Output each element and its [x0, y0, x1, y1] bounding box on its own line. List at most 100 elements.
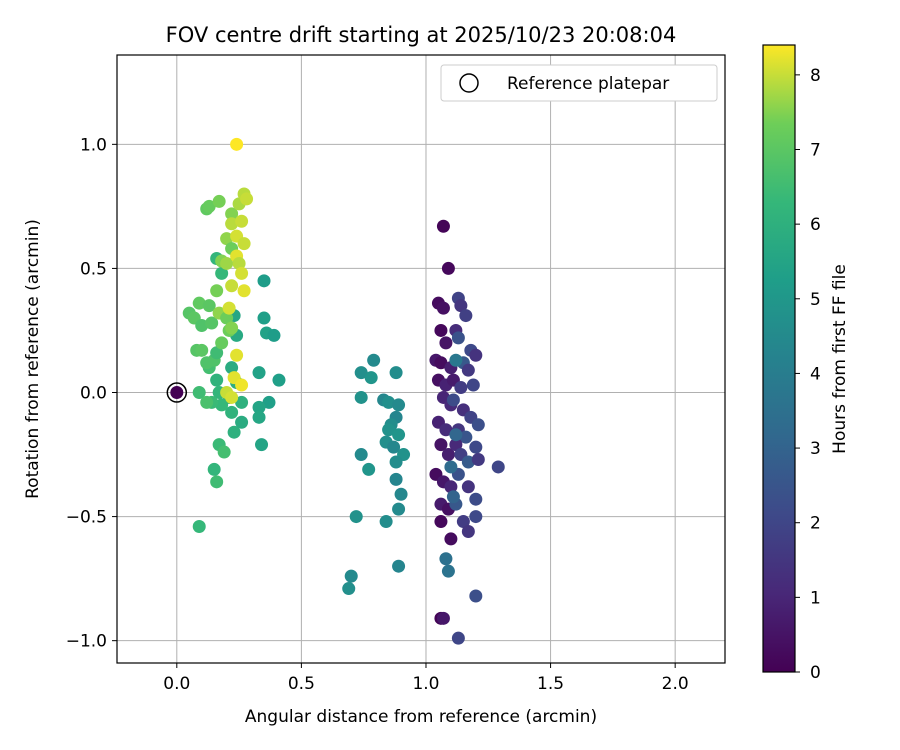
data-point: [382, 423, 396, 437]
data-point: [235, 415, 249, 429]
data-point: [441, 261, 455, 275]
colorbar-tick-label: 8: [810, 66, 821, 86]
y-axis-ticks: 1.0 0.5 0.0 −0.5 −1.0: [66, 135, 117, 652]
data-point: [220, 311, 234, 325]
data-point: [456, 515, 470, 529]
data-point: [471, 453, 485, 467]
data-point: [389, 455, 403, 469]
data-point: [354, 366, 368, 380]
x-tick-label: 0.0: [163, 674, 190, 694]
data-point: [387, 440, 401, 454]
data-point: [466, 378, 480, 392]
data-point: [459, 430, 473, 444]
data-point: [451, 631, 465, 645]
data-point: [469, 510, 483, 524]
data-point: [459, 309, 473, 323]
colorbar: [762, 44, 796, 673]
data-point: [441, 564, 455, 578]
data-point: [237, 237, 251, 251]
data-point: [240, 192, 254, 206]
data-point: [232, 256, 246, 270]
data-point: [461, 455, 475, 469]
colorbar-tick-label: 0: [810, 663, 821, 683]
legend-box: [440, 64, 718, 102]
data-point: [252, 366, 266, 380]
plot-frame: [116, 54, 726, 664]
legend-entry-reference: Reference platepar: [507, 74, 669, 94]
reference-point: [170, 386, 184, 400]
data-point: [439, 423, 453, 437]
data-point: [192, 520, 206, 534]
y-tick-label: −0.5: [66, 508, 107, 528]
data-point: [344, 569, 358, 583]
y-tick-label: −1.0: [66, 632, 107, 652]
data-point: [439, 552, 453, 566]
data-point: [449, 353, 463, 367]
data-point: [272, 373, 286, 387]
data-point: [195, 343, 209, 357]
data-point: [262, 395, 276, 409]
data-point: [392, 559, 406, 573]
data-point: [210, 373, 224, 387]
data-point: [210, 475, 224, 489]
data-point: [205, 316, 219, 330]
data-point: [444, 480, 458, 494]
data-point: [436, 301, 450, 315]
chart-title: FOV centre drift starting at 2025/10/23 …: [166, 23, 677, 47]
legend: Reference platepar: [440, 64, 718, 102]
x-grid: [176, 55, 676, 663]
data-point: [436, 219, 450, 233]
data-point: [235, 378, 249, 392]
legend-marker-reference: [459, 73, 479, 93]
data-point: [439, 336, 453, 350]
data-point: [225, 217, 239, 231]
data-point: [449, 428, 463, 442]
data-point: [227, 425, 241, 439]
data-point: [267, 328, 281, 342]
colorbar-tick-label: 5: [810, 290, 821, 310]
data-point: [449, 438, 463, 452]
data-point: [230, 348, 244, 362]
data-point: [434, 323, 448, 337]
data-point: [469, 492, 483, 506]
colorbar-ticks: 0 1 2 3 4 5 6 7 8: [795, 66, 821, 683]
data-point: [225, 361, 239, 375]
data-point: [392, 428, 406, 442]
data-point: [192, 296, 206, 310]
colorbar-tick-label: 6: [810, 215, 821, 235]
data-point: [235, 395, 249, 409]
data-point: [215, 336, 229, 350]
data-point: [210, 284, 224, 298]
colorbar-tick-label: 1: [810, 588, 821, 608]
data-point: [382, 395, 396, 409]
data-point: [389, 472, 403, 486]
data-point: [441, 448, 455, 462]
data-point: [454, 299, 468, 313]
data-point: [392, 398, 406, 412]
data-point: [354, 390, 368, 404]
data-point: [225, 405, 239, 419]
data-point: [225, 207, 239, 221]
data-point: [220, 232, 234, 246]
data-point: [220, 256, 234, 270]
x-tick-label: 1.0: [412, 674, 439, 694]
data-point: [434, 515, 448, 529]
data-point: [200, 356, 214, 370]
reference-marker-group: [166, 382, 188, 403]
data-point: [469, 348, 483, 362]
data-point: [212, 194, 226, 208]
data-point: [257, 274, 271, 288]
colorbar-tick-label: 3: [810, 439, 821, 459]
data-point: [252, 400, 266, 414]
data-point: [235, 266, 249, 280]
data-point: [257, 311, 271, 325]
data-point: [210, 346, 224, 360]
data-point: [230, 137, 244, 151]
data-point: [469, 440, 483, 454]
data-point: [434, 438, 448, 452]
data-point: [461, 524, 475, 538]
x-tick-label: 1.5: [537, 674, 564, 694]
data-point: [471, 418, 485, 432]
data-point: [225, 279, 239, 293]
data-point: [215, 266, 229, 280]
